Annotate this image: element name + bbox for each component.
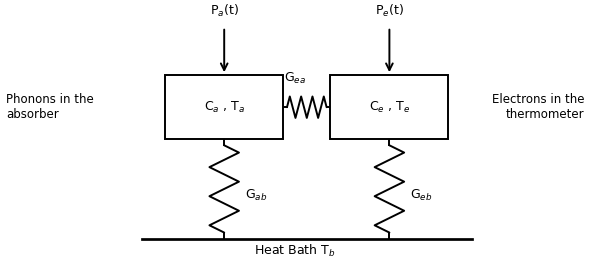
Bar bbox=[330, 75, 448, 139]
Text: C$_e$ , T$_e$: C$_e$ , T$_e$ bbox=[369, 100, 410, 115]
Text: P$_a$(t): P$_a$(t) bbox=[209, 3, 239, 19]
Text: G$_{eb}$: G$_{eb}$ bbox=[410, 188, 432, 203]
Text: P$_e$(t): P$_e$(t) bbox=[375, 3, 404, 19]
Text: G$_{ab}$: G$_{ab}$ bbox=[245, 188, 267, 203]
Text: Heat Bath T$_b$: Heat Bath T$_b$ bbox=[254, 243, 336, 259]
Text: Electrons in the
thermometer: Electrons in the thermometer bbox=[491, 93, 584, 121]
Text: G$_{ea}$: G$_{ea}$ bbox=[284, 71, 306, 86]
Text: C$_a$ , T$_a$: C$_a$ , T$_a$ bbox=[204, 100, 245, 115]
Bar bbox=[165, 75, 283, 139]
Text: Phonons in the
absorber: Phonons in the absorber bbox=[6, 93, 94, 121]
